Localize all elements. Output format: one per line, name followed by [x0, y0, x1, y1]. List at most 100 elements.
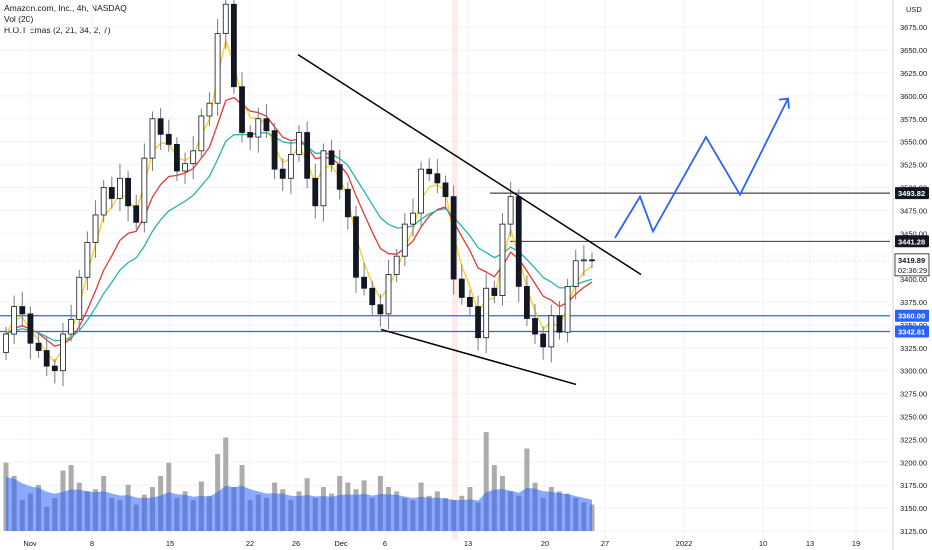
- candle-body: [499, 223, 506, 296]
- candle-body: [108, 187, 115, 199]
- time-tick-label: 8: [90, 539, 94, 548]
- candle-body: [589, 259, 595, 262]
- candle-body: [426, 168, 433, 175]
- candle-body: [117, 177, 123, 199]
- countdown-label: 02:36:29: [898, 266, 927, 275]
- candle-body: [312, 177, 319, 207]
- price-tick-label: 3525.00: [900, 161, 927, 170]
- candle-body: [556, 315, 563, 333]
- level-tag-label: 3342.81: [898, 327, 925, 336]
- projection-line: [614, 98, 789, 239]
- candle-body: [182, 163, 188, 172]
- candle-body: [540, 333, 547, 348]
- candle-body: [548, 315, 555, 348]
- price-tick-label: 3375.00: [900, 298, 927, 307]
- candle-body: [3, 333, 9, 353]
- level-tag: [895, 187, 929, 200]
- candle-body: [206, 102, 213, 117]
- price-tick-label: 3275.00: [900, 390, 927, 399]
- projection-arrowhead: [778, 97, 790, 109]
- candle-body: [263, 118, 270, 132]
- time-tick-label: Dec: [334, 539, 348, 548]
- candle-body: [336, 164, 343, 190]
- time-tick-label: 20: [541, 539, 549, 548]
- candle-body: [51, 365, 58, 372]
- candle-body: [35, 342, 42, 351]
- candle-body: [328, 150, 335, 165]
- level-tag: [895, 235, 929, 248]
- price-tick-label: 3650.00: [900, 46, 927, 55]
- price-tick-label: 3400.00: [900, 275, 927, 284]
- volume-pane: [3, 432, 595, 531]
- level-tag: [895, 325, 929, 338]
- time-tick-label: 19: [852, 539, 860, 548]
- legend-volume[interactable]: Vol (20): [4, 14, 34, 24]
- candle-body: [434, 173, 441, 184]
- time-tick-label: 15: [166, 539, 174, 548]
- candle-body: [304, 132, 311, 179]
- price-tick-label: 3600.00: [900, 92, 927, 101]
- candle-body: [523, 286, 530, 319]
- candle-body: [271, 130, 278, 170]
- price-tick-label: 3150.00: [900, 504, 927, 513]
- candle-body: [68, 318, 75, 335]
- candle-body: [157, 118, 164, 135]
- level-tag: [895, 309, 929, 322]
- candle-body: [255, 118, 262, 138]
- candle-body: [442, 182, 449, 198]
- candle-body: [279, 168, 286, 179]
- legend-ema[interactable]: H.O.T Emas (2, 21, 34, 2, 7): [4, 25, 111, 35]
- candlesticks: [3, 0, 595, 387]
- candle-body: [507, 196, 514, 225]
- candle-body: [165, 133, 172, 145]
- candle-body: [532, 318, 538, 335]
- last-price-label: 3419.89: [898, 256, 925, 265]
- candle-body: [418, 168, 424, 214]
- trendlines: [297, 54, 642, 386]
- candle-body: [230, 3, 237, 88]
- time-tick-label: 2022: [676, 539, 693, 548]
- ema-lines: [5, 38, 593, 364]
- candle-body: [222, 3, 229, 34]
- price-tick-label: 3625.00: [900, 69, 927, 78]
- candle-body: [84, 242, 91, 278]
- candle-body: [76, 276, 83, 320]
- level-tag-label: 3493.82: [898, 189, 925, 198]
- volume-bar: [483, 432, 489, 531]
- price-axis[interactable]: USD 3125.00 3150.00 3175.00 3200.00 3225.00 32…: [892, 0, 927, 550]
- price-tick-label: 3175.00: [900, 481, 927, 490]
- time-tick-label: Nov: [23, 539, 37, 548]
- price-tick-label: 3450.00: [900, 229, 927, 238]
- candle-body: [491, 287, 498, 296]
- time-tick-label: 13: [806, 539, 814, 548]
- price-tick-label: 3225.00: [900, 435, 927, 444]
- horizontal-levels: [0, 192, 890, 333]
- time-tick-label: 6: [383, 539, 387, 548]
- volume-ma-area: [6, 476, 592, 531]
- candle-body: [149, 118, 156, 159]
- price-tick-label: 3250.00: [900, 412, 927, 421]
- candle-body: [190, 150, 197, 165]
- level-tag-label: 3360.00: [898, 312, 925, 321]
- candle-body: [92, 214, 99, 243]
- time-tick-label: 10: [759, 539, 767, 548]
- candle-body: [247, 132, 254, 138]
- candle-body: [174, 144, 180, 172]
- ema-fast-line: [5, 38, 593, 364]
- chart-grid: [0, 0, 890, 540]
- last-price-tag: [894, 253, 930, 277]
- candle-body: [11, 306, 18, 335]
- candle-body: [296, 132, 302, 155]
- candle-body: [564, 286, 571, 333]
- time-axis[interactable]: Nov 8 15 22 26 Dec 6 13 20 27 2022 10 13 19: [23, 539, 860, 548]
- price-tick-label: 3675.00: [900, 23, 927, 32]
- time-tick-label: 22: [246, 539, 254, 548]
- price-tick-label: 3300.00: [900, 367, 927, 376]
- candle-body: [377, 304, 384, 315]
- candle-body: [410, 212, 416, 225]
- legend-symbol[interactable]: Amazon.com, Inc., 4h, NASDAQ: [4, 3, 127, 13]
- currency-label: USD: [906, 5, 922, 14]
- candle-body: [27, 313, 34, 344]
- candle-body: [198, 115, 205, 152]
